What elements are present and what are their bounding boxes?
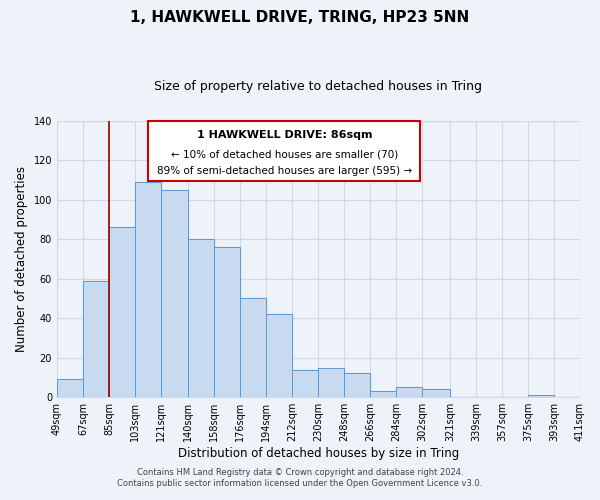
Text: 89% of semi-detached houses are larger (595) →: 89% of semi-detached houses are larger (… [157,166,412,176]
FancyBboxPatch shape [148,120,421,182]
X-axis label: Distribution of detached houses by size in Tring: Distribution of detached houses by size … [178,447,459,460]
Y-axis label: Number of detached properties: Number of detached properties [15,166,28,352]
Text: Contains HM Land Registry data © Crown copyright and database right 2024.
Contai: Contains HM Land Registry data © Crown c… [118,468,482,487]
Text: 1, HAWKWELL DRIVE, TRING, HP23 5NN: 1, HAWKWELL DRIVE, TRING, HP23 5NN [130,10,470,25]
Text: ← 10% of detached houses are smaller (70): ← 10% of detached houses are smaller (70… [171,150,398,160]
Text: 1 HAWKWELL DRIVE: 86sqm: 1 HAWKWELL DRIVE: 86sqm [197,130,372,140]
Title: Size of property relative to detached houses in Tring: Size of property relative to detached ho… [154,80,482,93]
